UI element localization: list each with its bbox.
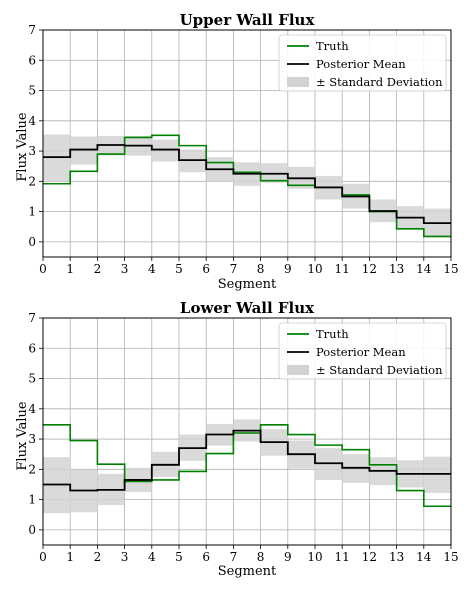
x-tick-label: 6 [202,262,210,276]
x-axis-label: Segment [218,277,277,292]
x-tick-label: 7 [230,550,238,564]
y-tick-label: 3 [28,144,36,158]
legend-label: Truth [316,327,349,341]
x-tick-label: 3 [121,550,129,564]
x-tick-label: 5 [175,550,183,564]
x-tick-label: 5 [175,262,183,276]
y-tick-label: 5 [28,84,36,98]
y-tick-label: 6 [28,53,36,67]
y-tick-label: 7 [28,311,36,325]
y-tick-label: 7 [28,23,36,37]
x-tick-label: 11 [335,262,350,276]
legend: Truth Posterior Mean ± Standard Deviation [278,34,447,92]
truth-step-line [43,424,451,508]
x-tick-label: 14 [416,262,432,276]
legend-label: ± Standard Deviation [316,363,443,377]
chart-title: Lower Wall Flux [180,299,315,317]
x-tick-label: 13 [389,262,404,276]
x-tick-label: 9 [284,550,292,564]
x-tick-label: 12 [362,550,377,564]
axes-frame [42,317,452,546]
x-tick-label: 8 [257,262,265,276]
x-axis-label: Segment [218,564,277,579]
y-tick-label: 3 [28,432,36,446]
legend-label: Posterior Mean [316,345,406,359]
legend-label: Posterior Mean [316,57,406,71]
x-tick-label: 8 [257,550,265,564]
x-tick-label: 14 [416,550,432,564]
x-tick-label: 4 [148,550,156,564]
x-tick-label: 11 [335,550,350,564]
axes-frame [42,29,452,258]
x-tick-label: 7 [230,262,238,276]
y-tick-label: 6 [28,341,36,355]
x-tick-label: 9 [284,262,292,276]
y-axis-label: Flux Value [15,112,30,181]
x-tick-label: 1 [66,550,74,564]
y-tick-label: 1 [28,205,36,219]
posterior-mean-step-line [43,429,451,492]
legend-box [278,34,447,92]
legend: Truth Posterior Mean ± Standard Deviation [278,322,447,380]
y-tick-label: 2 [28,174,36,188]
y-tick-label: 0 [28,235,36,249]
x-tick-label: 12 [362,262,377,276]
y-tick-label: 2 [28,462,36,476]
x-tick-label: 2 [94,262,102,276]
x-tick-label: 0 [39,550,47,564]
std-band-segment [151,139,179,162]
x-tick-label: 0 [39,262,47,276]
x-tick-label: 15 [443,262,458,276]
x-tick-label: 10 [307,262,322,276]
x-tick-label: 10 [307,550,322,564]
y-tick-label: 0 [28,523,36,537]
x-tick-label: 2 [94,550,102,564]
y-tick-label: 4 [28,114,36,128]
y-tick-label: 1 [28,493,36,507]
x-tick-label: 4 [148,262,156,276]
y-tick-label: 4 [28,402,36,416]
y-axis-label: Flux Value [15,401,30,470]
legend-band-swatch [287,365,309,375]
posterior-mean-step-line [43,144,451,224]
x-tick-label: 15 [443,550,458,564]
x-tick-label: 1 [66,262,74,276]
x-tick-label: 13 [389,550,404,564]
std-band-segment [70,136,98,165]
chart-title: Upper Wall Flux [180,11,316,29]
legend-label: Truth [316,39,349,53]
legend-box [278,322,447,380]
x-tick-label: 6 [202,550,210,564]
legend-band-swatch [287,77,309,87]
std-band-segment [423,456,451,493]
legend-label: ± Standard Deviation [316,75,443,89]
y-tick-label: 5 [28,372,36,386]
x-tick-label: 3 [121,262,129,276]
